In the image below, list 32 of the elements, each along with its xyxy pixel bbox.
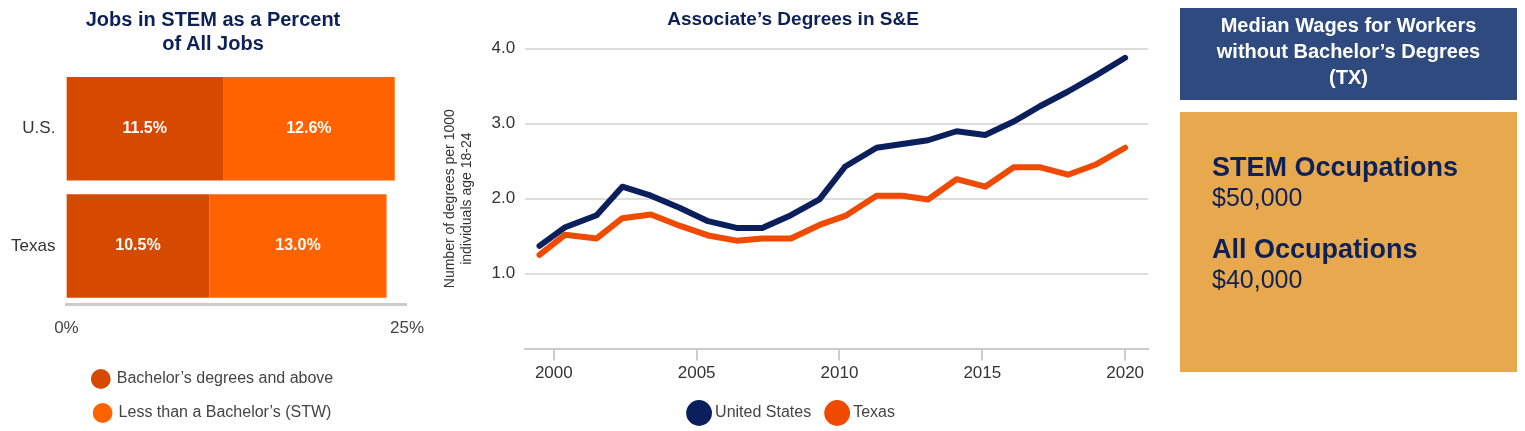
- bar: [223, 76, 395, 181]
- bar: [66, 194, 210, 298]
- y-tick-label: U.S.: [22, 118, 56, 138]
- text: $40,000: [1212, 265, 1304, 294]
- legend-label: Less than a Bachelor’s (STW): [118, 403, 332, 421]
- data-label: 10.5%: [115, 236, 161, 254]
- text: STEM Occupations: [1212, 152, 1460, 183]
- x-tick-label: 2010: [820, 363, 859, 383]
- y-tick-label: 3.0: [491, 113, 516, 133]
- data-label: 11.5%: [122, 119, 167, 137]
- chart-title: Jobs in STEM as a Percent of All Jobs: [85, 7, 341, 54]
- x-tick-label: 25%: [389, 318, 424, 338]
- x-tick-label: 0%: [54, 318, 79, 338]
- y-tick-label: 2.0: [491, 188, 516, 208]
- data-label: 13.0%: [275, 236, 321, 254]
- data-label: 12.6%: [286, 119, 332, 137]
- text: $50,000: [1212, 183, 1304, 212]
- bar: [209, 194, 387, 298]
- y-axis-title: Number of degrees per 1000 individuals age 18-24: [441, 108, 475, 289]
- legend-label: Texas: [853, 403, 895, 421]
- text: Median Wages for Workers without Bachelor’s Degrees (TX): [1180, 8, 1517, 100]
- x-tick-label: 2000: [534, 363, 573, 383]
- text: All Occupations: [1212, 234, 1419, 265]
- x-tick-label: 2005: [677, 363, 716, 383]
- x-tick-label: 2020: [1106, 363, 1145, 383]
- x-tick-label: 2015: [963, 363, 1002, 383]
- legend-label: United States: [715, 403, 812, 421]
- chart-title: Associate’s Degrees in S&E: [667, 7, 919, 29]
- y-tick-label: 4.0: [491, 38, 516, 58]
- y-tick-label: 1.0: [491, 263, 516, 283]
- bar: [66, 76, 224, 181]
- legend-label: Bachelor’s degrees and above: [116, 369, 334, 387]
